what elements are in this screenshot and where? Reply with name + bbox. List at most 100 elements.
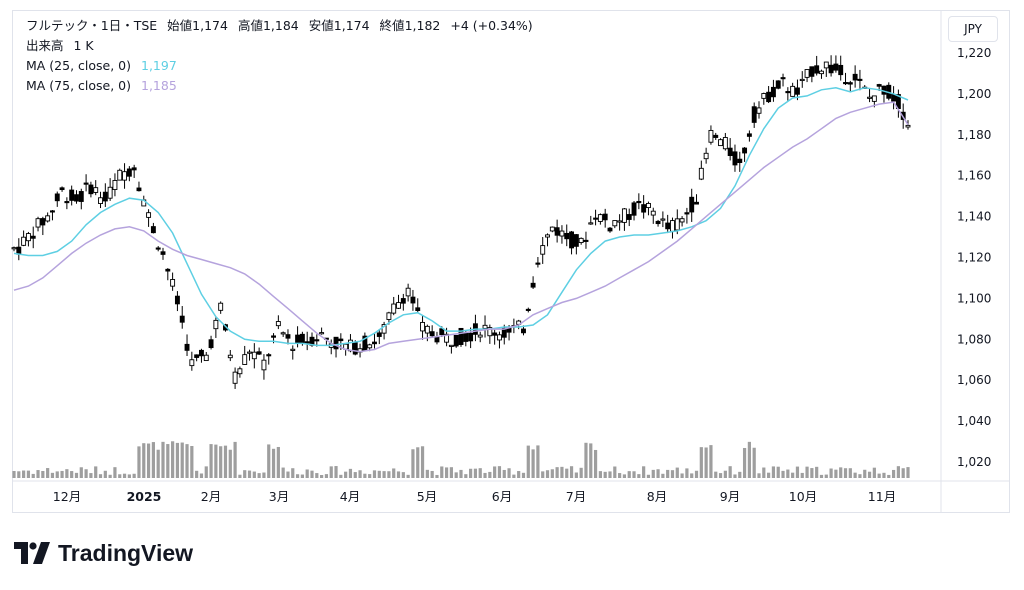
x-tick-label: 4月 [340,489,360,504]
candle-down [410,296,416,304]
volume-label: 出来高 [26,38,64,53]
candle-up [112,180,118,190]
volume-bar [839,467,843,478]
candle-down [684,212,690,215]
volume-bar [685,468,689,478]
ma25-legend[interactable]: MA (25, close, 0) 1,197 [26,58,183,74]
volume-bar [190,446,194,478]
volume-bar [709,445,713,478]
candle-up [290,348,296,351]
candle-up [804,69,810,78]
volume-bar [108,474,112,478]
candle-down [160,251,166,255]
volume-bar [666,469,670,478]
volume-bar [372,470,377,478]
volume-bar [449,467,453,478]
volume-bar [579,467,583,478]
volume-bar [877,473,881,478]
volume-bar [339,474,343,478]
candle-up [117,169,123,181]
y-tick-label: 1,100 [957,291,991,305]
volume-bar [118,474,122,478]
volume-bar [94,466,98,478]
x-tick-label: 12月 [53,489,81,504]
candle-up [756,107,762,114]
ma25-value: 1,197 [141,58,177,73]
volume-bar [815,466,819,478]
candle-down [766,91,772,103]
volume-bar [74,472,79,478]
candle-up [405,287,411,297]
volume-bar [541,471,545,478]
volume-bar [593,449,598,478]
volume-bar [502,469,506,478]
candle-down [602,213,608,221]
tradingview-logo[interactable]: TradingView [14,538,193,568]
brand-name: TradingView [58,539,194,566]
candle-up [280,332,286,335]
currency-button[interactable]: JPY [948,16,998,42]
volume-bar [156,449,160,478]
candle-down [641,204,647,213]
volume-bar [324,474,329,478]
volume-bar [843,468,848,478]
volume-bar [348,468,353,478]
candle-up [867,96,872,99]
candle-up [146,212,152,218]
volume-bar [714,471,718,478]
volume-bar [41,470,45,478]
volume-bar [767,472,771,478]
ohlc-low: 安値1,174 [308,18,370,33]
volume-bar [180,442,184,478]
candle-up [11,247,17,250]
volume-bar [459,469,463,478]
candle-up [45,215,51,222]
volume-bar [882,472,886,478]
volume-bar [661,473,665,478]
volume-bar [127,474,131,478]
candle-up [25,233,31,242]
ohlc-high: 高値1,184 [237,18,299,33]
candle-down [179,315,185,323]
candle-down [208,339,214,349]
volume-bar [608,471,612,478]
volume-bar [545,470,550,478]
volume-bar [396,471,401,478]
volume-bar [757,473,761,478]
volume-bar [214,444,218,478]
volume-bar [392,468,396,478]
volume-bar [195,470,199,478]
candle-up [790,85,796,97]
volume-bar [137,446,141,478]
volume-bar [694,470,699,478]
candle-up [348,339,353,352]
candle-down [439,328,445,336]
volume-bar [627,471,631,478]
tradingview-logo-icon [14,542,50,564]
candle-up [549,226,555,232]
candle-up [275,321,281,327]
volume-bar [36,470,40,478]
volume-bar [430,470,434,478]
candle-down [891,93,897,102]
volume-bar [536,445,540,478]
candle-up [444,333,450,343]
volume-bar [185,444,189,478]
volume-value: 1 K [73,38,94,53]
candle-down [150,226,156,234]
candle-down [50,210,55,213]
volume-bar [31,473,35,478]
x-tick-label: 6月 [492,489,512,504]
volume-bar [113,467,117,478]
volume-bar [776,466,780,478]
volume-bar [406,474,410,478]
candle-down [655,220,661,225]
volume-bar [161,441,165,478]
volume-bar [22,470,26,478]
ma75-legend[interactable]: MA (75, close, 0) 1,185 [26,78,183,94]
candle-up [424,325,430,334]
volume-bar [618,473,622,478]
candle-down [429,331,435,337]
volume-bar [690,473,694,478]
